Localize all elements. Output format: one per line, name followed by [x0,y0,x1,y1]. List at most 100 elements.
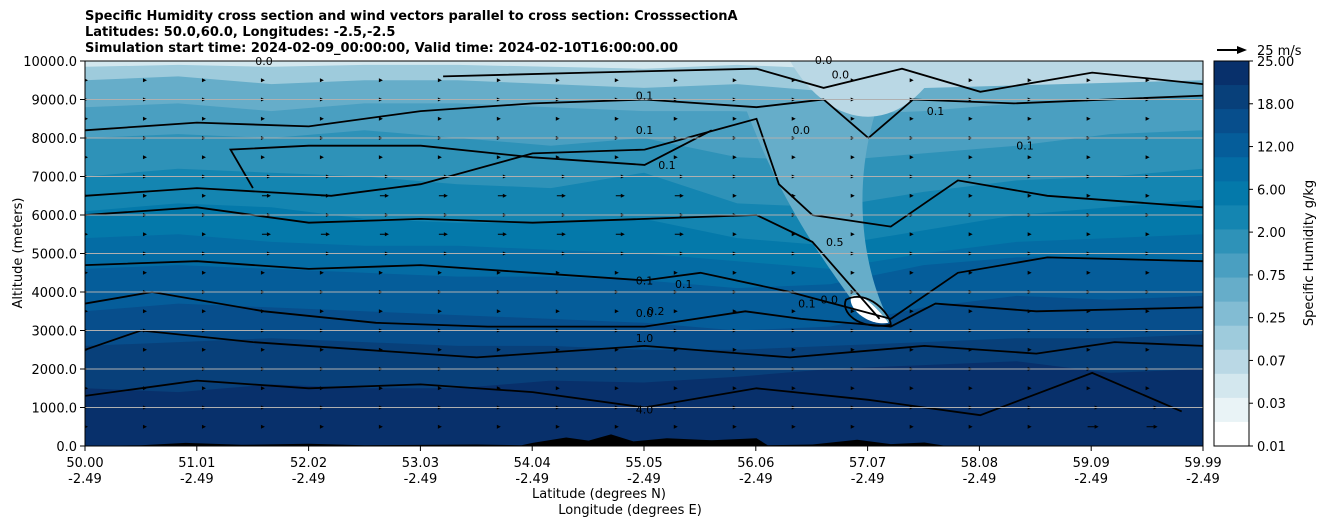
wind-arrow [1145,116,1150,121]
chart-title-line-1: Specific Humidity cross section and wind… [85,9,738,24]
wind-arrow [1205,155,1209,159]
chart-title-line-3: Simulation start time: 2024-02-09_00:00:… [85,41,678,56]
x-tick-longitude: -2.49 [1186,472,1220,487]
wind-arrow [1210,386,1214,390]
wind-arrow [1205,271,1209,275]
wind-arrow [614,424,619,429]
y-tick-label: 8000.0 [32,132,78,147]
wind-arrow [201,193,206,198]
colorbar-swatch [1214,349,1249,375]
wind-arrow [1210,367,1214,371]
wind-arrow [909,232,914,237]
x-tick-latitude: 51.01 [178,456,215,471]
wind-arrow [437,424,442,429]
wind-arrow [673,116,678,121]
wind-arrow [968,347,973,352]
x-tick-longitude: -2.49 [627,472,661,487]
wind-arrow [1210,348,1214,352]
wind-arrow [1027,116,1032,121]
contour-label: 0.1 [658,159,676,172]
x-tick-longitude: -2.49 [1074,472,1108,487]
wind-arrow [1210,329,1214,333]
wind-arrow [142,386,147,391]
wind-arrow [325,193,330,198]
wind-arrow [260,155,265,160]
wind-arrow [142,309,147,314]
wind-arrow [1145,347,1150,352]
wind-arrow [496,270,501,275]
wind-arrow [266,232,271,237]
y-axis-title: Altitude (meters) [11,198,26,309]
wind-arrow [1210,406,1214,410]
wind-arrow [502,193,507,198]
wind-arrow [614,347,619,352]
contour-label: 0.0 [636,307,654,320]
colorbar-tick-label: 2.00 [1257,226,1286,241]
wind-arrow [732,78,737,83]
wind-arrow [437,347,442,352]
wind-arrow [319,424,324,429]
x-tick-latitude: 50.00 [66,456,103,471]
wind-arrow [555,155,560,160]
wind-arrow [1205,136,1209,140]
contour-label: 4.0 [636,403,654,416]
contour-line [85,291,1203,328]
wind-arrow [1027,78,1032,83]
wind-arrow [201,270,206,275]
wind-arrow [260,309,265,314]
wind-arrow [142,193,147,198]
wind-arrow [850,386,855,391]
colorbar-swatch [1214,205,1249,230]
wind-arrow [1086,270,1091,275]
wind-arrow [1205,309,1209,313]
x-tick-latitude: 59.09 [1073,456,1110,471]
x-tick-longitude: -2.49 [180,472,214,487]
wind-arrow [1210,425,1214,429]
wind-arrow [1205,213,1209,217]
wind-arrow [1086,386,1091,391]
wind-arrow [555,78,560,83]
wind-arrow [378,424,383,429]
colorbar-tick-label: 0.75 [1257,269,1286,284]
wind-arrow [496,116,501,121]
wind-arrow [909,270,914,275]
wind-arrow [378,270,383,275]
wind-arrow [496,155,501,160]
colorbar-swatch [1214,277,1249,303]
wind-arrow [496,386,501,391]
wind-arrow [85,232,88,236]
wind-arrow [1145,386,1150,391]
wind-arrow [1027,270,1032,275]
wind-arrow [968,116,973,121]
wind-arrow [1205,252,1209,256]
wind-arrow [1094,424,1099,429]
wind-arrow [614,309,619,314]
wind-arrow [85,194,88,198]
wind-arrow [850,155,855,160]
contour-label: 0.1 [927,105,945,118]
contour-label: 1.0 [636,332,654,345]
wind-arrow [791,270,796,275]
wind-arrow [378,116,383,121]
wind-arrow [555,270,560,275]
terrain [85,434,1203,446]
wind-arrow [673,386,678,391]
wind-arrow [1205,78,1209,82]
contour-line [228,129,713,189]
wind-arrow [384,193,389,198]
wind-arrow [437,155,442,160]
wind-arrow [968,155,973,160]
wind-arrow [142,78,147,83]
wind-arrow [1027,386,1032,391]
dry-intrusion-region [745,99,891,323]
wind-arrow [142,116,147,121]
wind-arrow [673,78,678,83]
wind-arrow [732,193,737,198]
contour-line [85,94,1203,140]
colorbar-swatch [1214,373,1249,399]
gridlines [85,99,1203,408]
plot-area [85,61,1214,446]
wind-arrow [968,309,973,314]
wind-arrow [561,232,566,237]
wind-arrow [850,232,855,237]
